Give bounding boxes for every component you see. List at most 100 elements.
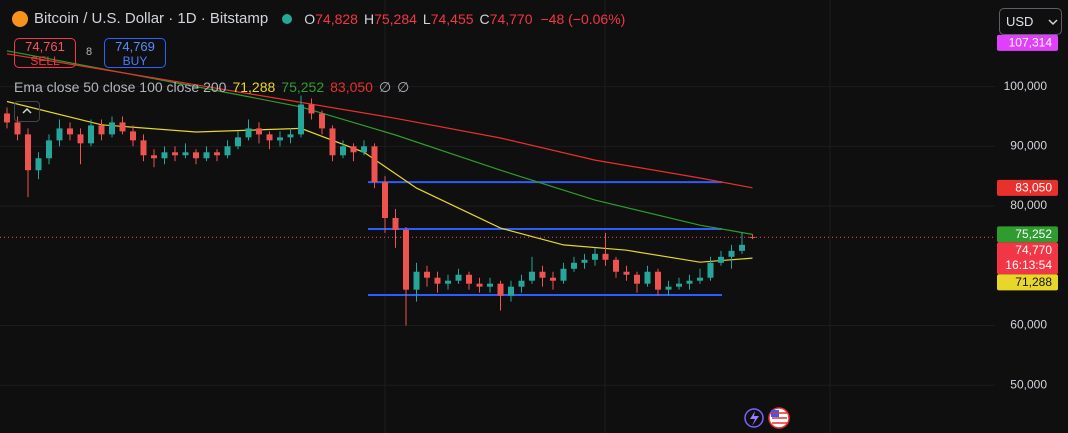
buy-price: 74,769 [115,39,155,54]
candle-body [56,128,63,141]
candle-body [4,113,10,123]
candle-body [592,253,598,260]
spread: 8 [86,46,93,58]
ai-icon [744,408,764,428]
price-marker-label: 83,050 [1015,181,1052,195]
currency: USD [1006,14,1034,29]
candle-body [686,280,693,284]
candle-body [214,152,220,156]
market-status [282,13,293,24]
price-axis [995,0,1068,433]
candle-body [581,259,588,263]
candle-body [718,256,724,263]
indicator-value: 75,252 [281,79,325,95]
candle-body [497,283,504,296]
candle-body [571,262,577,269]
candle-body [151,155,157,159]
candle-body [340,146,346,156]
price-change: −48 (−0.06%) [540,10,626,27]
chevron-down [1048,19,1058,26]
candle-body [455,274,462,281]
candle-body [697,277,703,281]
candle-body [329,128,336,156]
candle-body [560,268,567,281]
candle-body [623,271,630,275]
price-marker: 71,288 [997,274,1058,291]
candle-body [319,113,325,129]
ohlc-value: 75,284 [374,10,417,27]
candle-body [140,140,147,156]
indicator-status: ∅ [397,79,410,95]
y-tick-label: 50,000 [1010,377,1047,391]
price-marker: 107,314 [997,34,1058,51]
chart-title[interactable]: Bitcoin / U.S. Dollar · 1D · Bitstamp [34,10,269,27]
candle-body [676,283,682,287]
price-marker-box [997,179,1058,196]
coin-icon [12,10,28,27]
candle-body [287,134,294,138]
candle-body [203,152,210,159]
price-marker-label: 107,314 [1009,36,1053,50]
price-marker: 83,050 [997,179,1058,196]
symbol-header: Bitcoin / U.S. Dollar · 1D · Bitstamp O7… [12,10,625,27]
candle-body [392,217,399,230]
price-marker-box [997,226,1058,243]
bottom-icons [744,407,790,429]
ema-line [6,53,753,189]
ohlc-key: H [363,10,375,27]
price-marker-box [997,242,1058,275]
candle-body [413,271,420,290]
indicator-value: 83,050 [330,79,373,95]
candle-body [739,244,745,251]
candle-body [728,250,735,257]
candle-body [77,134,84,144]
countdown: 16:13:54 [1005,258,1052,272]
candle-body [550,277,556,281]
indicator-value: 71,288 [232,79,276,95]
candle-body [634,274,640,284]
candle-body [182,152,189,156]
indicator-status: ∅ [378,79,392,95]
ohlc-value: 74,828 [315,10,358,27]
ohlc-value: 74,770 [489,10,533,27]
candle-body [644,271,651,284]
candle-body [350,146,357,153]
candle-body [602,253,609,260]
candle-body [161,152,168,159]
candle-body [424,271,430,278]
ai-bolt [750,411,759,426]
candle-body [298,104,304,135]
candle-body [14,122,21,135]
candle-body [361,146,367,153]
ohlc-key: L [422,10,431,27]
chevron-up [22,107,32,114]
ohlc-key: C [479,10,490,27]
candle-body [256,128,262,135]
candle-body [613,259,619,272]
candle-body [539,271,546,278]
price-marker-box [997,274,1058,291]
sell-button[interactable]: 74,761 SELL [14,38,76,68]
candle-body [235,137,241,147]
ohlc-value: 74,455 [430,10,474,27]
candle-body [277,137,283,141]
candle-body [529,271,535,281]
candle-body [655,271,661,290]
price-marker-label: 74,770 [1015,243,1052,257]
collapse-button[interactable] [14,101,40,122]
price-marker-label: 75,252 [1015,227,1052,241]
candle-body [98,125,105,135]
candle-body [193,152,199,159]
y-tick-label: 100,000 [1004,79,1048,93]
candle-body [476,283,483,287]
candle-body [382,182,388,218]
candle-body [445,280,451,284]
buy-button[interactable]: 74,769 BUY [104,38,166,68]
currency-select[interactable]: USD [999,8,1062,35]
price-marker-box [997,34,1058,51]
ohlc-key: O [304,10,316,27]
indicator-legend[interactable]: Ema close 50 close 100 close 200 71,288 … [14,79,409,96]
